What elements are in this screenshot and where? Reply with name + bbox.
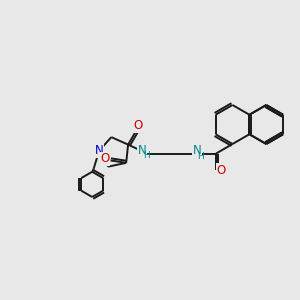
Text: H: H bbox=[197, 152, 204, 160]
Text: O: O bbox=[134, 119, 142, 132]
Text: O: O bbox=[100, 152, 110, 165]
Text: N: N bbox=[193, 144, 202, 157]
Text: N: N bbox=[138, 144, 147, 157]
Text: H: H bbox=[143, 151, 149, 160]
Text: O: O bbox=[217, 164, 226, 177]
Text: N: N bbox=[95, 144, 103, 157]
